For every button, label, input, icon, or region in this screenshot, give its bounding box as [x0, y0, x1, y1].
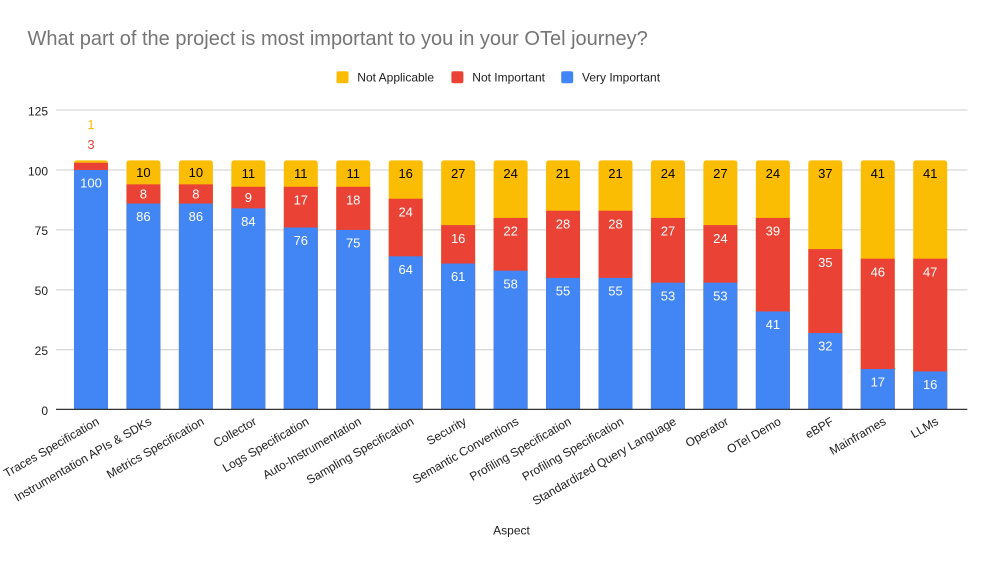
svg-text:24: 24 — [503, 166, 517, 181]
svg-text:8: 8 — [140, 187, 147, 202]
svg-text:46: 46 — [871, 264, 885, 279]
svg-text:27: 27 — [451, 166, 465, 181]
svg-text:75: 75 — [35, 224, 49, 238]
svg-text:25: 25 — [35, 344, 49, 358]
svg-text:84: 84 — [241, 214, 255, 229]
svg-text:125: 125 — [28, 104, 48, 118]
svg-text:11: 11 — [346, 166, 360, 181]
svg-text:Not Applicable: Not Applicable — [357, 71, 434, 85]
svg-text:17: 17 — [294, 192, 308, 207]
svg-text:16: 16 — [923, 377, 937, 392]
svg-text:11: 11 — [242, 166, 256, 181]
svg-text:Aspect: Aspect — [493, 523, 530, 537]
svg-text:100: 100 — [80, 176, 102, 191]
svg-text:24: 24 — [713, 231, 727, 246]
svg-text:86: 86 — [189, 209, 203, 224]
svg-text:53: 53 — [713, 288, 727, 303]
svg-text:9: 9 — [245, 190, 252, 205]
svg-text:16: 16 — [398, 166, 412, 181]
svg-text:21: 21 — [608, 166, 622, 181]
svg-text:24: 24 — [398, 204, 412, 219]
svg-text:55: 55 — [608, 284, 622, 299]
svg-text:16: 16 — [451, 231, 465, 246]
svg-text:21: 21 — [556, 166, 570, 181]
svg-text:28: 28 — [556, 216, 570, 231]
svg-text:53: 53 — [661, 288, 675, 303]
svg-text:Not Important: Not Important — [472, 71, 545, 85]
svg-text:18: 18 — [346, 192, 360, 207]
svg-text:11: 11 — [294, 166, 308, 181]
svg-text:76: 76 — [294, 233, 308, 248]
svg-text:37: 37 — [818, 166, 832, 181]
svg-text:50: 50 — [35, 284, 49, 298]
svg-text:0: 0 — [41, 404, 48, 418]
svg-text:41: 41 — [871, 166, 885, 181]
svg-text:41: 41 — [923, 166, 937, 181]
svg-text:1: 1 — [87, 117, 94, 132]
svg-text:55: 55 — [556, 284, 570, 299]
svg-text:47: 47 — [923, 264, 937, 279]
svg-text:10: 10 — [136, 165, 150, 180]
svg-text:24: 24 — [661, 166, 675, 181]
svg-text:3: 3 — [87, 137, 94, 152]
svg-text:22: 22 — [503, 224, 517, 239]
svg-text:27: 27 — [661, 224, 675, 239]
svg-text:39: 39 — [766, 224, 780, 239]
svg-text:28: 28 — [608, 216, 622, 231]
svg-text:32: 32 — [818, 339, 832, 354]
svg-text:75: 75 — [346, 236, 360, 251]
svg-text:Very Important: Very Important — [582, 71, 661, 85]
svg-text:10: 10 — [189, 165, 203, 180]
svg-text:86: 86 — [136, 209, 150, 224]
svg-text:What part of the project is mo: What part of the project is most importa… — [28, 28, 648, 50]
svg-text:58: 58 — [503, 276, 517, 291]
svg-text:61: 61 — [451, 269, 465, 284]
svg-text:17: 17 — [871, 375, 885, 390]
svg-text:24: 24 — [766, 166, 780, 181]
svg-text:27: 27 — [713, 166, 727, 181]
svg-text:8: 8 — [192, 187, 199, 202]
svg-text:64: 64 — [398, 262, 412, 277]
svg-text:35: 35 — [818, 255, 832, 270]
svg-text:100: 100 — [28, 164, 48, 178]
svg-text:41: 41 — [766, 317, 780, 332]
